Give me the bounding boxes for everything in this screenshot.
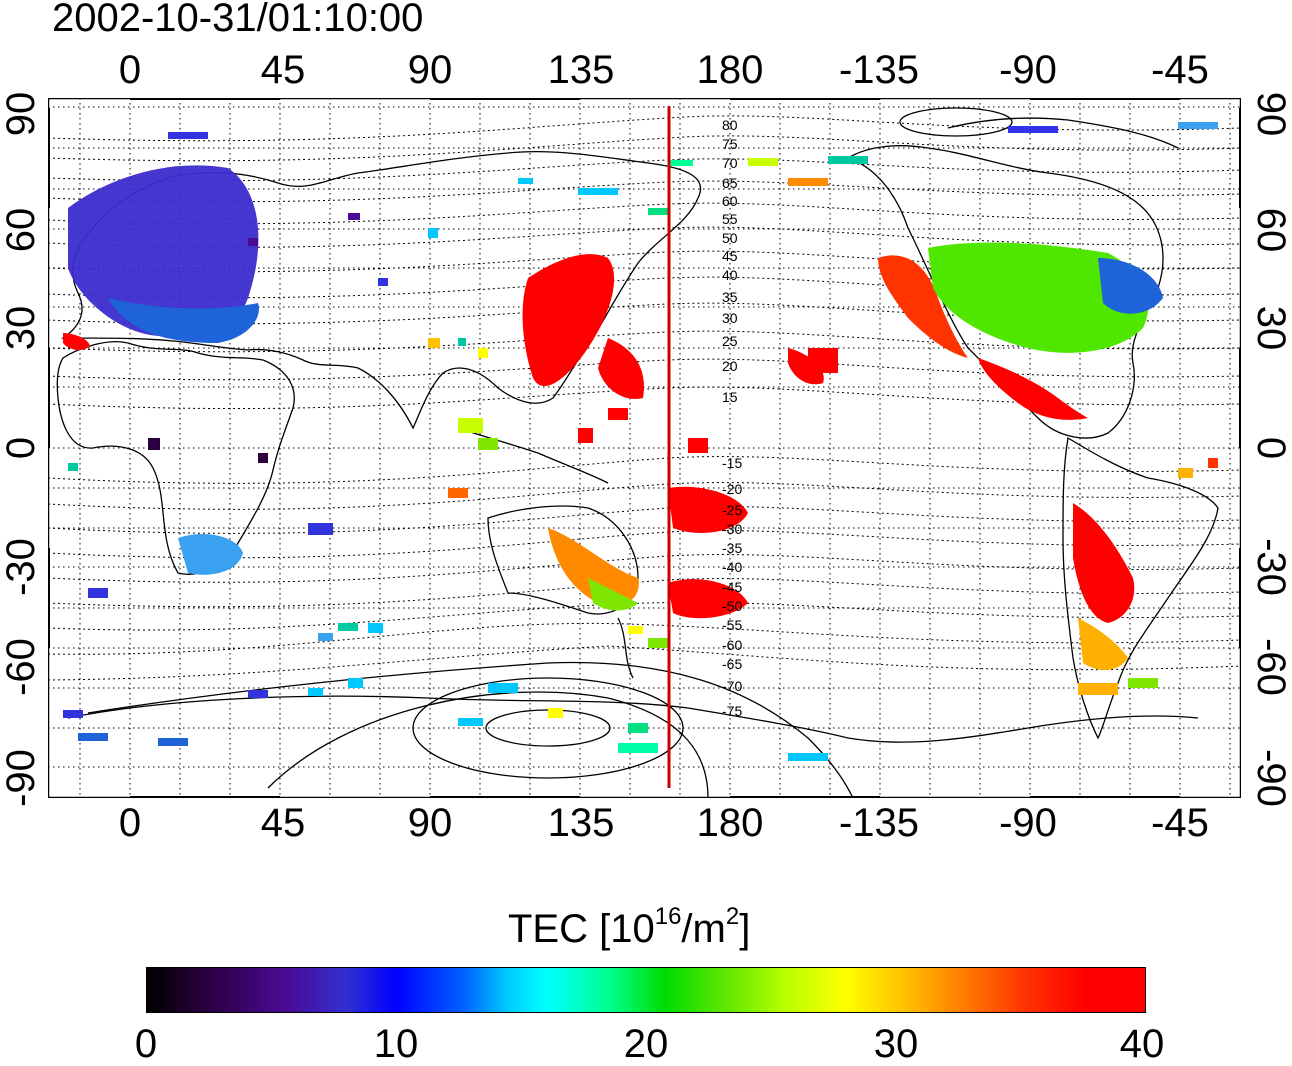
lat-tick-right-0: 90 (1249, 91, 1292, 137)
tec-tiles (63, 122, 1218, 761)
mlat-label-25: -70 (722, 678, 743, 694)
lon-tick-top-3: 135 (547, 48, 615, 92)
tec-patch-pacific (668, 486, 748, 533)
lon-tick-bottom-7: -45 (1151, 801, 1209, 845)
mlat-label-18: -35 (722, 540, 743, 556)
tec-patch-north-america-east (1098, 258, 1163, 314)
mlat-label-2: 70 (722, 155, 738, 171)
mlat-label-24: -65 (722, 656, 743, 672)
mlat-label-9: 35 (722, 289, 738, 305)
colorbar-tick-0: 0 (134, 1022, 158, 1066)
mlat-label-3: 65 (722, 175, 738, 191)
mlat-label-10: 30 (722, 310, 738, 326)
tec-patch-new-zealand (668, 579, 748, 619)
mlat-label-5: 55 (722, 211, 738, 227)
lat-tick-left-3: 0 (0, 436, 43, 460)
mlat-label-0: 80 (722, 117, 738, 133)
tec-patch-south-africa (178, 533, 243, 575)
lon-tick-bottom-5: -135 (838, 801, 920, 845)
tec-patch-europe-south (108, 298, 259, 343)
colorbar-tick-1: 10 (373, 1022, 419, 1066)
lon-tick-bottom-1: 45 (260, 801, 306, 845)
colorbar-title-prefix: TEC [10 (508, 907, 655, 951)
lon-tick-top-7: -45 (1151, 48, 1209, 92)
mlat-label-12: 20 (722, 358, 738, 374)
lat-tick-right-4: -30 (1249, 538, 1292, 596)
mlat-label-19: -40 (722, 559, 743, 575)
tec-patch-australia (548, 528, 639, 607)
tec-patch-south-america (1073, 503, 1135, 623)
mlat-label-11: 25 (722, 333, 738, 349)
lat-tick-left-0: 90 (0, 91, 43, 137)
mlat-label-23: -60 (722, 637, 743, 653)
lat-tick-left-4: -30 (0, 538, 43, 596)
graticule (48, 98, 1241, 798)
lat-tick-left-6: -90 (0, 749, 43, 807)
lat-tick-right-5: -60 (1249, 638, 1292, 696)
tec-data-patches (63, 165, 1163, 670)
colorbar-title-suffix: ] (739, 907, 751, 951)
lon-tick-bottom-3: 135 (547, 801, 615, 845)
lon-tick-bottom-4: 180 (696, 801, 764, 845)
mlat-label-20: -45 (722, 579, 743, 595)
lon-tick-bottom-2: 90 (407, 801, 453, 845)
lon-tick-bottom-6: -90 (999, 801, 1057, 845)
magnetic-pole-contours (87, 107, 1013, 798)
colorbar-title-exponent-2: 2 (725, 903, 740, 930)
tec-patch-japan-southeast (788, 348, 824, 385)
tec-world-map (48, 98, 1241, 798)
mlat-label-17: -30 (722, 521, 743, 537)
lon-tick-top-6: -90 (999, 48, 1057, 92)
lat-tick-left-5: -60 (0, 638, 43, 696)
colorbar-title: TEC [1016/m2] (508, 905, 750, 953)
tec-patch-north-america (928, 242, 1149, 353)
mlat-label-21: -50 (722, 598, 743, 614)
lat-tick-right-3: 0 (1249, 436, 1292, 460)
mlat-label-15: -20 (722, 481, 743, 497)
mlat-label-16: -25 (722, 502, 743, 518)
lon-tick-top-4: 180 (696, 48, 764, 92)
mlat-label-1: 75 (722, 136, 738, 152)
lat-tick-left-1: 60 (0, 207, 43, 253)
tec-patch-north-america-west (878, 255, 968, 358)
mlat-label-4: 60 (722, 193, 738, 209)
colorbar-title-exponent-1: 16 (654, 903, 682, 930)
colorbar-tick-4: 40 (1119, 1022, 1165, 1066)
lat-tick-right-2: 30 (1249, 305, 1292, 351)
frame-tick-bars (48, 98, 1241, 798)
colorbar-title-mid: /m (681, 907, 726, 951)
lon-tick-bottom-0: 0 (118, 801, 142, 845)
tec-colorbar (146, 967, 1146, 1013)
tec-patch-west-africa (63, 333, 90, 350)
colorbar-tick-3: 30 (873, 1022, 919, 1066)
lat-tick-right-1: 60 (1249, 207, 1292, 253)
lon-tick-top-5: -135 (838, 48, 920, 92)
tec-patch-europe (68, 165, 259, 337)
map-title: 2002-10-31/01:10:00 (52, 0, 424, 40)
tec-patch-south-america-south (1078, 618, 1128, 670)
lat-tick-right-6: -90 (1249, 749, 1292, 807)
mlat-label-22: -55 (722, 617, 743, 633)
mlat-label-6: 50 (722, 230, 738, 246)
colorbar-tick-2: 20 (623, 1022, 669, 1066)
tec-patch-east-asia (522, 254, 615, 387)
mlat-label-13: 15 (722, 389, 738, 405)
tec-patch-japan-east (598, 338, 644, 399)
tec-patch-australia-south (588, 578, 638, 611)
mlat-label-26: -75 (722, 703, 743, 719)
mlat-label-14: -15 (722, 455, 743, 471)
lon-tick-top-2: 90 (407, 48, 453, 92)
lon-tick-top-0: 0 (118, 48, 142, 92)
mlat-label-8: 40 (722, 267, 738, 283)
lat-tick-left-2: 30 (0, 305, 43, 351)
tec-patch-central-america (978, 358, 1088, 420)
lon-tick-top-1: 45 (260, 48, 306, 92)
mlat-label-7: 45 (722, 248, 738, 264)
